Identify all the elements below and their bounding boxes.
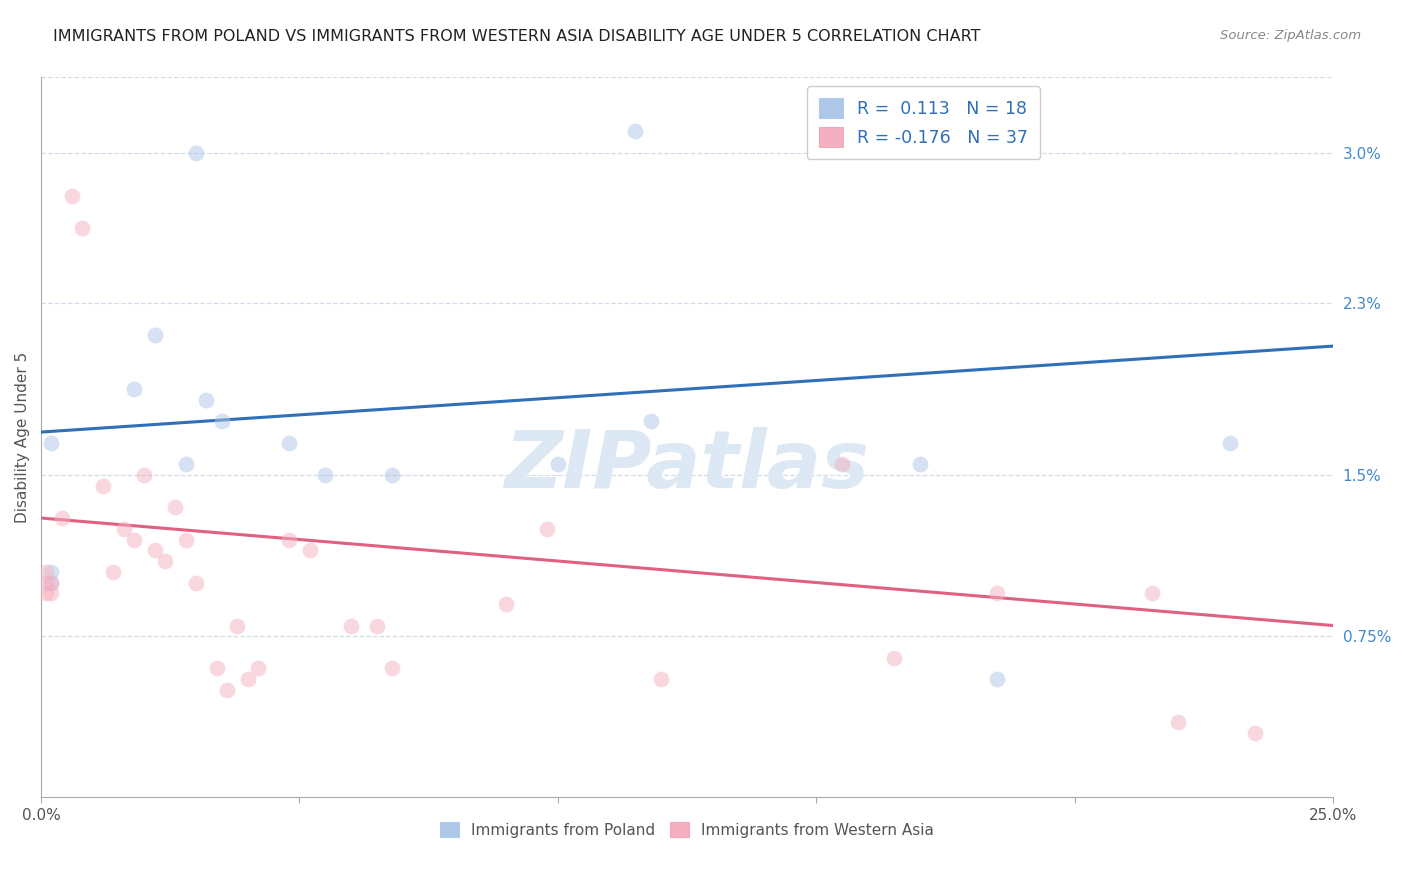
Point xyxy=(41,565,63,579)
Text: Source: ZipAtlas.com: Source: ZipAtlas.com xyxy=(1220,29,1361,43)
Point xyxy=(536,522,558,536)
Point xyxy=(226,618,249,632)
Point xyxy=(41,586,63,600)
Point xyxy=(35,586,58,600)
Point xyxy=(366,618,388,632)
Text: IMMIGRANTS FROM POLAND VS IMMIGRANTS FROM WESTERN ASIA DISABILITY AGE UNDER 5 CO: IMMIGRANTS FROM POLAND VS IMMIGRANTS FRO… xyxy=(53,29,981,45)
Point xyxy=(908,458,931,472)
Point xyxy=(495,597,517,611)
Point xyxy=(278,533,301,547)
Point xyxy=(134,468,156,483)
Point xyxy=(195,392,218,407)
Point xyxy=(122,382,145,396)
Point xyxy=(547,458,569,472)
Point xyxy=(184,575,207,590)
Point xyxy=(174,458,197,472)
Point xyxy=(51,511,73,525)
Point xyxy=(340,618,363,632)
Point xyxy=(112,522,135,536)
Point xyxy=(205,661,228,675)
Point xyxy=(122,533,145,547)
Point xyxy=(1167,715,1189,730)
Point xyxy=(211,414,233,428)
Point xyxy=(103,565,125,579)
Point xyxy=(640,414,662,428)
Point xyxy=(35,565,58,579)
Point xyxy=(143,543,166,558)
Point xyxy=(314,468,336,483)
Point xyxy=(247,661,270,675)
Point xyxy=(986,672,1008,686)
Point xyxy=(41,575,63,590)
Point xyxy=(883,650,905,665)
Point xyxy=(831,458,853,472)
Point xyxy=(174,533,197,547)
Point xyxy=(91,479,114,493)
Point xyxy=(650,672,672,686)
Point xyxy=(184,145,207,160)
Point xyxy=(1244,726,1267,740)
Point xyxy=(41,435,63,450)
Point xyxy=(35,575,58,590)
Point xyxy=(1219,435,1241,450)
Point xyxy=(1140,586,1163,600)
Text: ZIPatlas: ZIPatlas xyxy=(505,427,869,505)
Point xyxy=(236,672,259,686)
Legend: Immigrants from Poland, Immigrants from Western Asia: Immigrants from Poland, Immigrants from … xyxy=(434,815,939,844)
Point xyxy=(72,220,94,235)
Point xyxy=(217,683,239,698)
Point xyxy=(60,188,83,202)
Point xyxy=(381,661,404,675)
Point xyxy=(165,500,187,515)
Point xyxy=(298,543,321,558)
Y-axis label: Disability Age Under 5: Disability Age Under 5 xyxy=(15,351,30,523)
Point xyxy=(143,328,166,343)
Point xyxy=(986,586,1008,600)
Point xyxy=(41,575,63,590)
Point xyxy=(624,124,647,138)
Point xyxy=(278,435,301,450)
Point xyxy=(381,468,404,483)
Point xyxy=(153,554,176,568)
